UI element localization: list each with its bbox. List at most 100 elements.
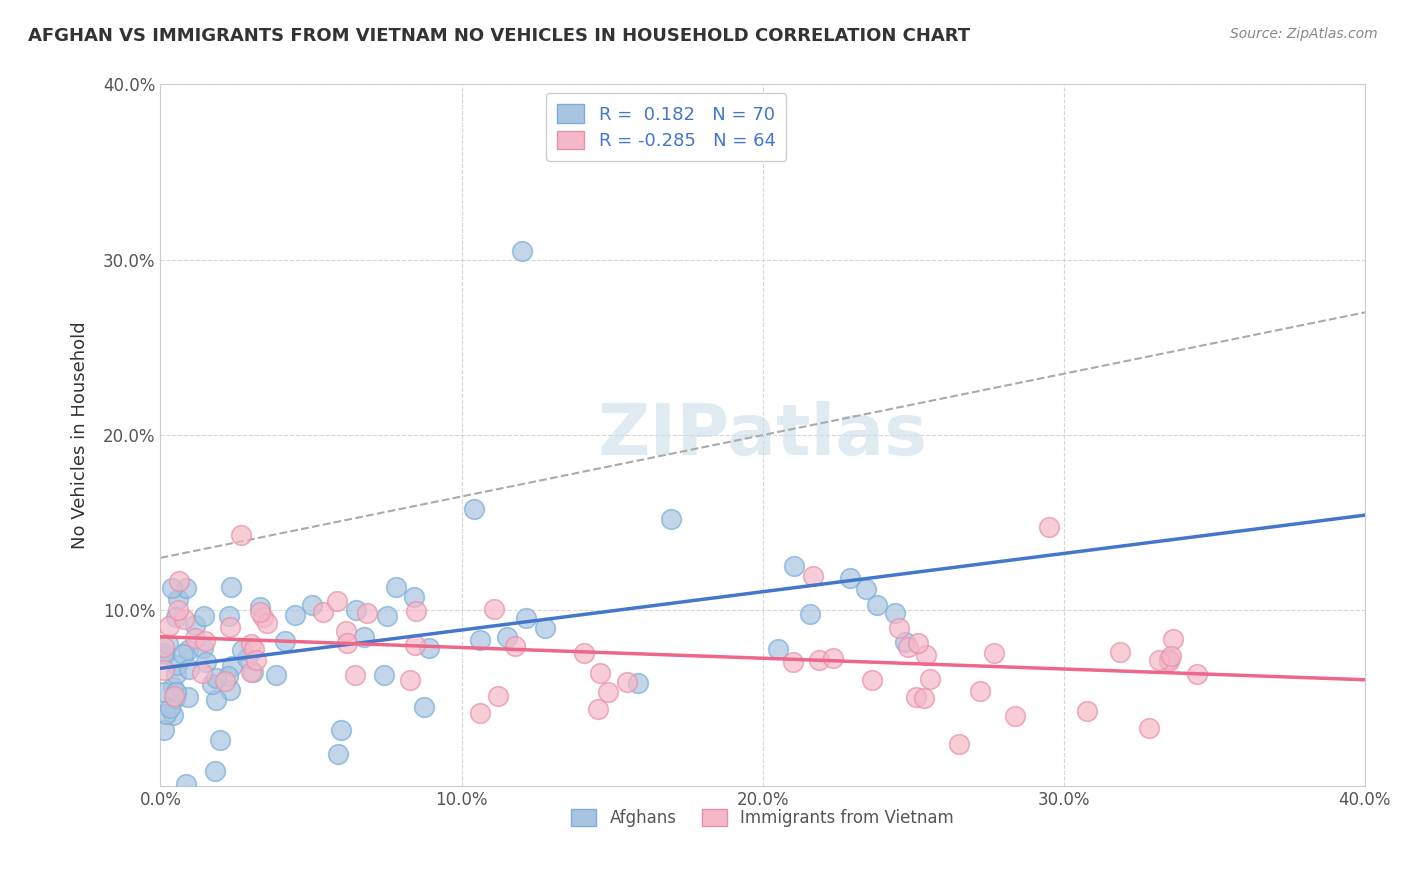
Text: Source: ZipAtlas.com: Source: ZipAtlas.com <box>1230 27 1378 41</box>
Point <box>165 685 187 699</box>
Point <box>470 706 492 720</box>
Point <box>252 610 274 624</box>
Point <box>204 764 226 778</box>
Point <box>510 244 533 258</box>
Point <box>766 642 789 657</box>
Point <box>894 634 917 648</box>
Point <box>344 603 367 617</box>
Point <box>166 658 188 673</box>
Point <box>221 659 243 673</box>
Point <box>284 607 307 622</box>
Point <box>860 673 883 687</box>
Point <box>214 673 236 688</box>
Point <box>157 619 180 633</box>
Point <box>231 528 253 542</box>
Point <box>301 598 323 612</box>
Point <box>838 571 860 585</box>
Point <box>249 600 271 615</box>
Point <box>866 598 889 612</box>
Point <box>162 680 184 694</box>
Point <box>176 777 198 791</box>
Point <box>328 747 350 761</box>
Point <box>165 667 187 681</box>
Point <box>1159 654 1181 668</box>
Point <box>598 685 620 699</box>
Point <box>1147 653 1170 667</box>
Point <box>918 673 941 687</box>
Point <box>201 676 224 690</box>
Point <box>821 650 844 665</box>
Point <box>1187 666 1209 681</box>
Point <box>163 690 186 705</box>
Point <box>463 502 485 516</box>
Point <box>1159 652 1181 666</box>
Point <box>243 642 266 657</box>
Point <box>204 671 226 685</box>
Point <box>418 640 440 655</box>
Point <box>912 691 935 706</box>
Point <box>177 662 200 676</box>
Point <box>205 693 228 707</box>
Point <box>405 604 427 618</box>
Point <box>808 652 831 666</box>
Point <box>482 602 505 616</box>
Point <box>173 612 195 626</box>
Point <box>177 690 200 704</box>
Point <box>855 582 877 596</box>
Point <box>231 642 253 657</box>
Point <box>496 630 519 644</box>
Point <box>195 656 218 670</box>
Point <box>1004 708 1026 723</box>
Point <box>184 618 207 632</box>
Y-axis label: No Vehicles in Household: No Vehicles in Household <box>72 321 89 549</box>
Point <box>572 646 595 660</box>
Point <box>160 582 183 596</box>
Point <box>172 647 194 661</box>
Point <box>236 650 259 665</box>
Point <box>274 634 297 648</box>
Point <box>191 641 214 656</box>
Point <box>163 689 186 703</box>
Point <box>152 663 174 677</box>
Point <box>157 637 180 651</box>
Point <box>897 640 920 655</box>
Point <box>375 608 398 623</box>
Text: AFGHAN VS IMMIGRANTS FROM VIETNAM NO VEHICLES IN HOUSEHOLD CORRELATION CHART: AFGHAN VS IMMIGRANTS FROM VIETNAM NO VEH… <box>28 27 970 45</box>
Point <box>969 683 991 698</box>
Point <box>915 648 938 663</box>
Point <box>218 619 240 633</box>
Point <box>385 580 408 594</box>
Point <box>586 702 609 716</box>
Point <box>167 591 190 606</box>
Point <box>218 608 240 623</box>
Point <box>239 665 262 680</box>
Point <box>356 606 378 620</box>
Point <box>167 574 190 589</box>
Point <box>194 634 217 648</box>
Point <box>782 655 804 669</box>
Point <box>887 621 910 635</box>
Point <box>534 621 557 635</box>
Point <box>1076 704 1098 718</box>
Point <box>219 580 242 594</box>
Point <box>335 624 357 638</box>
Point <box>904 690 927 705</box>
Point <box>245 653 267 667</box>
Point <box>398 673 420 688</box>
Point <box>336 636 359 650</box>
Point <box>153 646 176 660</box>
Point <box>330 723 353 737</box>
Point <box>589 666 612 681</box>
Point <box>1137 721 1160 735</box>
Point <box>907 636 929 650</box>
Point <box>155 706 177 721</box>
Point <box>799 607 821 621</box>
Point <box>404 590 426 604</box>
Point <box>152 685 174 699</box>
Point <box>404 638 426 652</box>
Point <box>1038 520 1060 534</box>
Point <box>883 606 905 620</box>
Point <box>177 643 200 657</box>
Point <box>616 675 638 690</box>
Point <box>1161 632 1184 647</box>
